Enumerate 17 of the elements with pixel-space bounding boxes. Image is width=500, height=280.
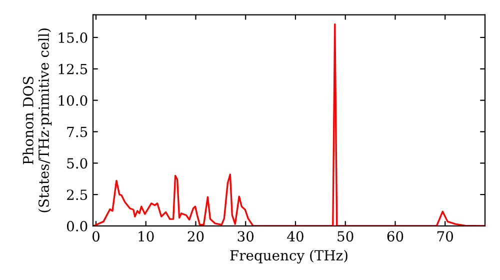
x-tick-label: 50 (338, 231, 354, 242)
x-tick-label: 20 (188, 231, 204, 242)
y-axis-title: Phonon DOS (States/THz·primitive cell) (22, 28, 52, 212)
y-tick-label: 2.5 (66, 190, 88, 200)
x-tick-label: 60 (387, 231, 404, 242)
y-tick-label: 7.5 (67, 126, 88, 138)
x-tick-label: 40 (287, 231, 304, 242)
x-axis-title: Frequency (THz) (230, 250, 348, 264)
y-tick-label: 5.0 (67, 158, 88, 169)
y-tick-label: 12.5 (58, 64, 88, 74)
y-tick-label: 0.0 (66, 220, 88, 232)
x-tick-label: 10 (138, 231, 154, 242)
y-tick-label: 15.0 (58, 32, 88, 43)
x-tick-label: 30 (238, 231, 254, 242)
x-tick-label: 70 (437, 231, 454, 242)
x-tick-label: 0 (92, 231, 100, 242)
y-tick-label: 10.0 (58, 95, 88, 106)
